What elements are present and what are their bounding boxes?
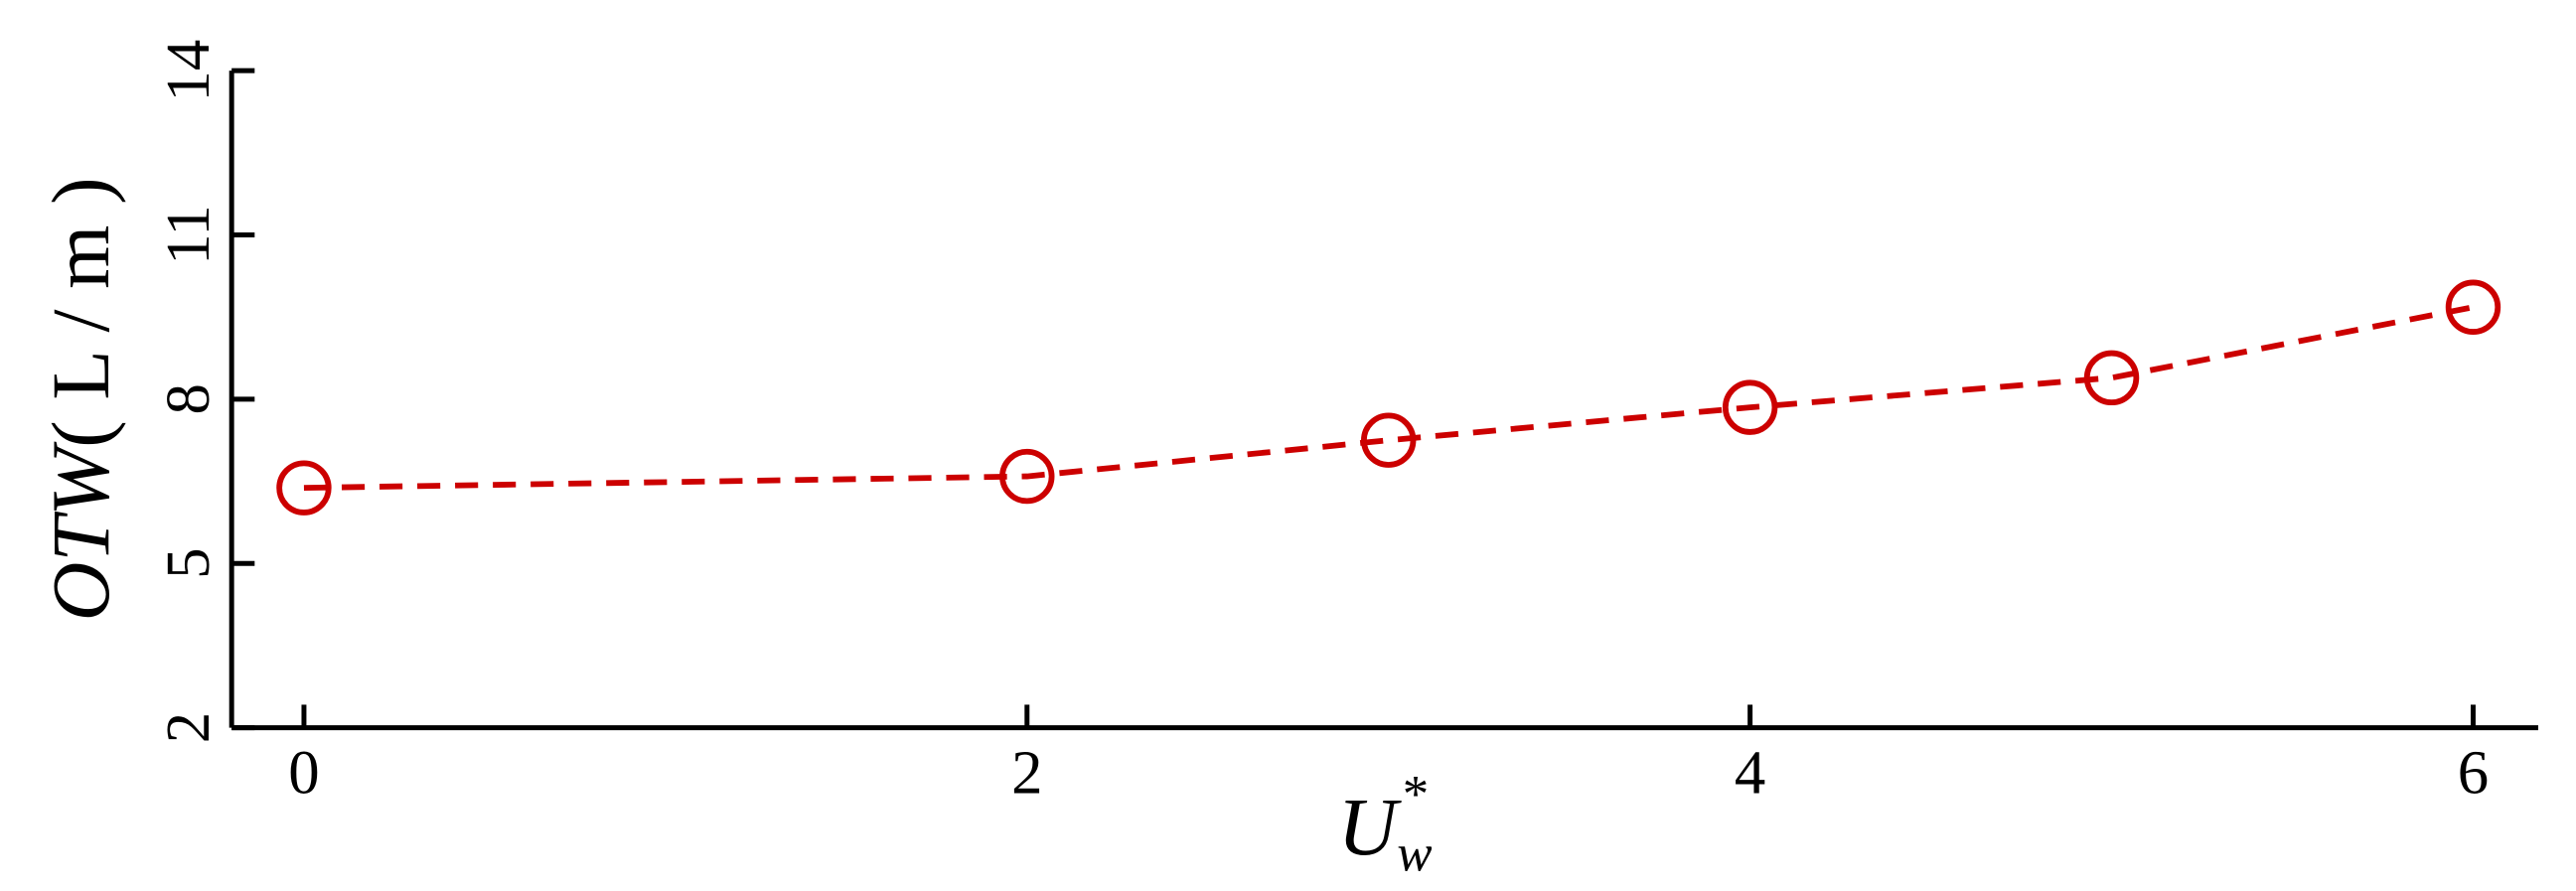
y-tick-label: 8 bbox=[153, 383, 223, 414]
data-marker bbox=[1361, 412, 1417, 468]
y-tick-label: 5 bbox=[153, 548, 223, 579]
data-marker bbox=[2083, 350, 2140, 406]
x-axis-label: Uw* bbox=[1338, 766, 1433, 883]
y-tick-label: 14 bbox=[153, 40, 223, 102]
y-tick-label: 11 bbox=[153, 205, 223, 265]
plot-area: OTW( L / m ) Uw* 2 5 8 11 14 0 2 4 6 bbox=[35, 40, 2538, 883]
y-tick-label: 2 bbox=[153, 712, 223, 743]
x-tick-label: 2 bbox=[1011, 738, 1042, 808]
x-label-subscript: w bbox=[1397, 824, 1432, 882]
data-marker bbox=[999, 448, 1055, 505]
x-tick-label: 0 bbox=[288, 738, 319, 808]
x-tick-label: 6 bbox=[2458, 738, 2489, 808]
x-tick-label: 4 bbox=[1735, 738, 1765, 808]
data-marker bbox=[1722, 379, 1778, 435]
data-marker bbox=[276, 460, 332, 516]
data-line bbox=[303, 304, 2475, 492]
y-label-unit: ( L / m ) bbox=[35, 177, 126, 447]
x-label-symbol: U bbox=[1338, 781, 1403, 872]
x-label-superscript: * bbox=[1403, 766, 1429, 823]
data-marker bbox=[2445, 279, 2501, 335]
y-axis-label: OTW( L / m ) bbox=[35, 177, 126, 621]
y-label-symbol: OTW bbox=[35, 441, 126, 622]
